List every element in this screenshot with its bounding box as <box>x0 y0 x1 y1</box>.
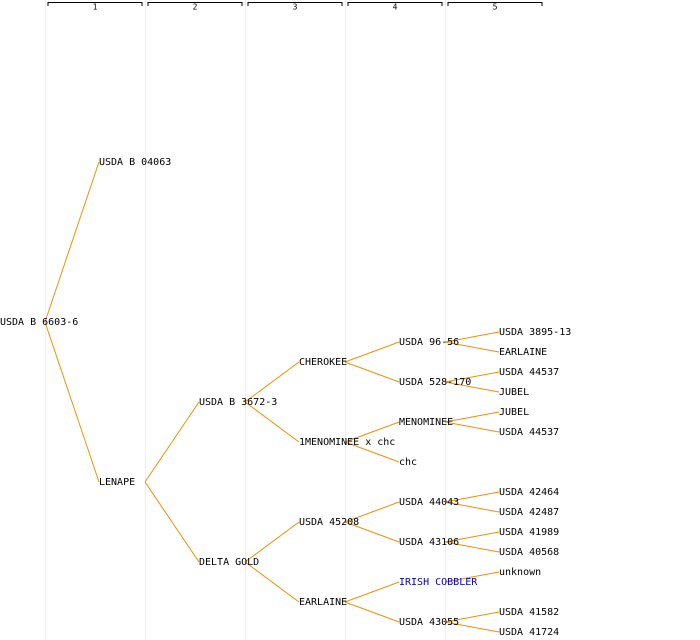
edge <box>144 481 200 563</box>
edge <box>444 331 500 343</box>
node-label: MENOMINEE <box>399 417 453 428</box>
node-label: chc <box>399 457 417 468</box>
header-label: 1 <box>93 3 98 12</box>
edge <box>44 321 100 483</box>
node-label: CHEROKEE <box>299 357 347 368</box>
header-label: 3 <box>293 3 298 12</box>
node-label: USDA 44537 <box>499 367 559 378</box>
node-label: USDA 41989 <box>499 527 559 538</box>
edge <box>444 541 500 553</box>
header-bracket <box>147 2 243 6</box>
column-separators <box>45 0 446 640</box>
node-label: EARLAINE <box>499 347 547 358</box>
edge <box>444 531 500 543</box>
node-label: USDA 96-56 <box>399 337 459 348</box>
node-label: JUBEL <box>499 407 529 418</box>
edge <box>344 361 400 383</box>
header-bracket <box>247 2 343 6</box>
header-bracket <box>447 2 543 6</box>
header-label: 2 <box>193 3 198 12</box>
node-label: 1MENOMINEE x chc <box>299 437 395 448</box>
node-label: USDA 40568 <box>499 547 559 558</box>
node-label: USDA 528-170 <box>399 377 471 388</box>
header-bracket <box>47 2 143 6</box>
node-label: USDA 44043 <box>399 497 459 508</box>
node-label: USDA 42487 <box>499 507 559 518</box>
edge <box>444 421 500 433</box>
edge <box>244 361 300 403</box>
edge <box>344 421 400 443</box>
edge <box>244 521 300 563</box>
edge <box>444 381 500 393</box>
node-label: unknown <box>499 567 541 578</box>
node-label: DELTA GOLD <box>199 557 259 568</box>
edge <box>444 411 500 423</box>
node-label: USDA 41724 <box>499 627 559 638</box>
edge <box>444 371 500 383</box>
node-label: USDA 43106 <box>399 537 459 548</box>
node-label: USDA 41582 <box>499 607 559 618</box>
edge <box>244 401 300 443</box>
node-label: LENAPE <box>99 477 135 488</box>
node-label: USDA 3895-13 <box>499 327 571 338</box>
edge <box>44 161 100 323</box>
edge <box>444 491 500 503</box>
edge <box>344 341 400 363</box>
edge <box>344 581 400 603</box>
edge <box>144 401 200 483</box>
edge <box>444 571 500 583</box>
node-label: USDA 42464 <box>499 487 559 498</box>
edge <box>344 601 400 623</box>
node-label: USDA 44537 <box>499 427 559 438</box>
edge <box>444 611 500 623</box>
edge <box>444 621 500 633</box>
edge <box>444 341 500 353</box>
edge <box>344 521 400 543</box>
node-label: USDA 43055 <box>399 617 459 628</box>
node-label: USDA B 6603-6 <box>0 317 78 328</box>
edge <box>444 501 500 513</box>
header-label: 5 <box>493 3 498 12</box>
edge <box>344 501 400 523</box>
node-label: USDA B 04063 <box>99 157 171 168</box>
header-bracket <box>347 2 443 6</box>
header-label: 4 <box>393 3 398 12</box>
node-label: JUBEL <box>499 387 529 398</box>
node-label: EARLAINE <box>299 597 347 608</box>
node-label: IRISH COBBLER <box>399 577 478 588</box>
node-label: USDA B 3672-3 <box>199 397 277 408</box>
edge <box>244 561 300 603</box>
node-label: USDA 45208 <box>299 517 359 528</box>
edge <box>344 441 400 463</box>
